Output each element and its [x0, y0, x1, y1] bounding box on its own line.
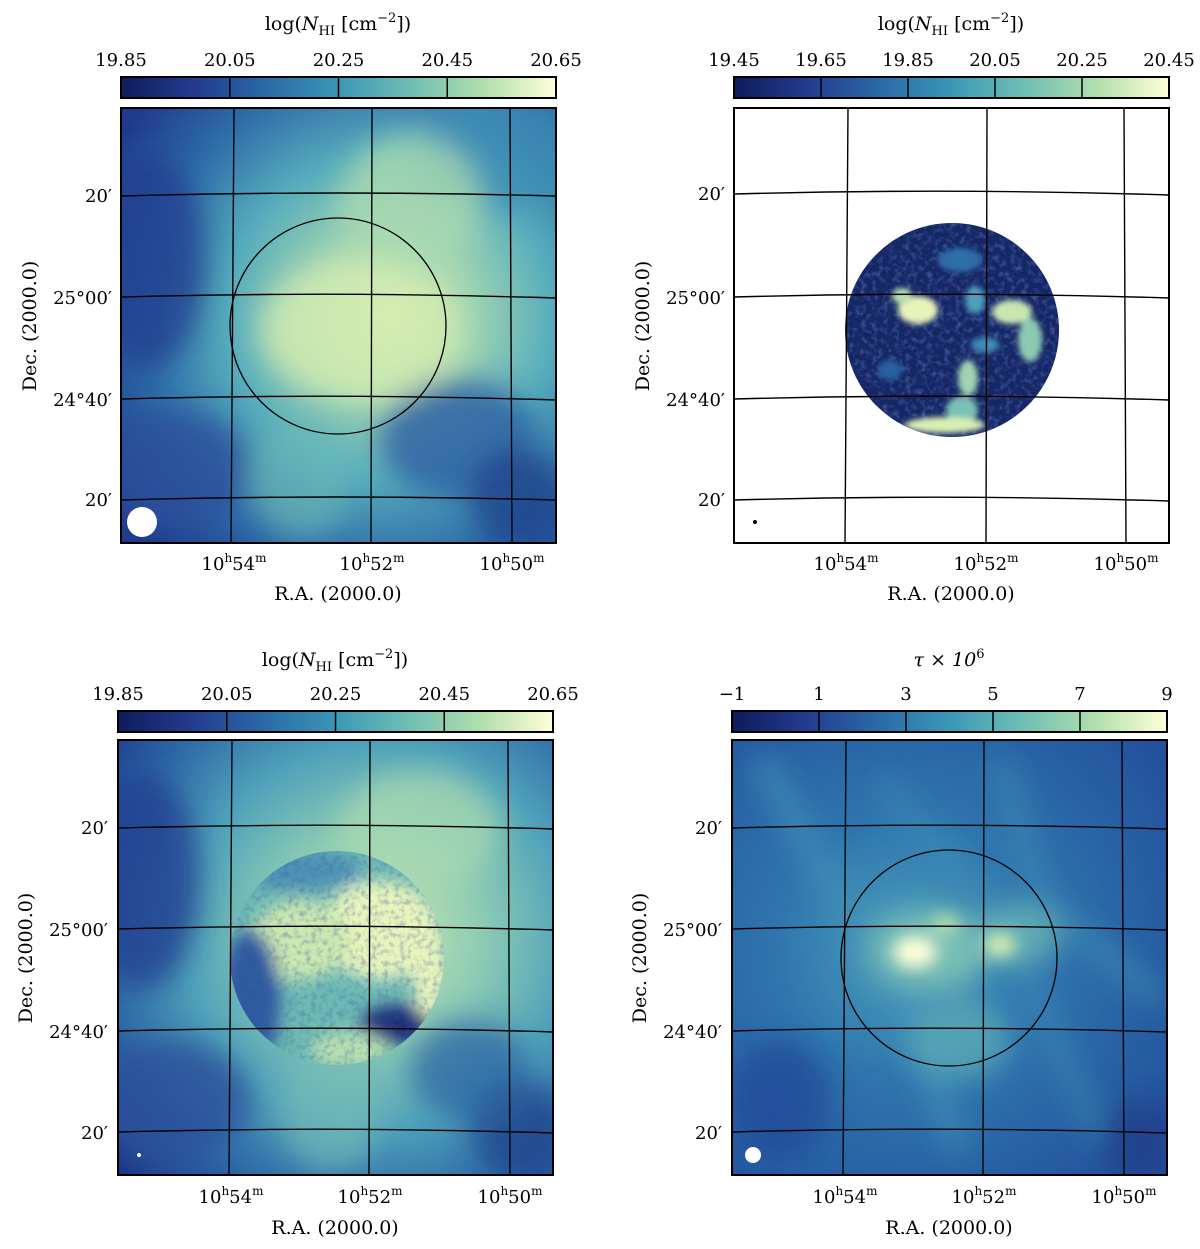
colorbar-title-4: τ × 106	[914, 647, 985, 671]
emission-clumps-2	[878, 248, 1042, 433]
y-axis-label-3: Dec. (2000.0)	[15, 893, 37, 1024]
colorbar-2: 19.45 19.65 19.85 20.05 20.25 20.45	[708, 50, 1195, 99]
dec-ticks-3: 20′ 25°00′ 24°40′ 20′	[49, 818, 108, 1144]
x-axis-label-2: R.A. (2000.0)	[887, 583, 1014, 605]
ra-tick: 10h50m	[1094, 551, 1160, 575]
colorbar-tick-label: −1	[719, 684, 746, 705]
ra-tick: 10h54m	[199, 1184, 265, 1208]
colorbar-tick-label: 20.05	[204, 50, 256, 71]
panel-bottom-left: log(NHI [cm−2]) 19.85 20.05 20.25 20.45 20.6…	[15, 647, 579, 1239]
colorbar-tick-label: 3	[900, 684, 911, 705]
dec-tick: 20′	[698, 490, 725, 511]
dec-tick: 20′	[85, 186, 112, 207]
ra-ticks-3: 10h54m 10h52m 10h50m	[199, 1184, 544, 1208]
ra-tick: 10h50m	[480, 551, 546, 575]
colorbar-3: 19.85 20.05 20.25 20.45 20.65	[92, 684, 579, 733]
ra-tick: 10h50m	[1092, 1184, 1158, 1208]
colorbar-tick-label: 20.65	[530, 50, 582, 71]
dec-tick: 24°40′	[663, 1022, 722, 1043]
y-axis-label-1: Dec. (2000.0)	[19, 261, 41, 392]
dec-tick: 24°40′	[49, 1022, 108, 1043]
colorbar-title-2: log(NHI [cm−2])	[878, 11, 1024, 39]
dec-tick: 25°00′	[663, 920, 722, 941]
emission-features-1	[121, 108, 556, 543]
ra-tick: 10h50m	[478, 1184, 544, 1208]
colorbar-gradient	[731, 710, 1168, 733]
colorbar-tick-label: 19.85	[882, 50, 934, 71]
beam-marker-3	[137, 1153, 141, 1157]
colorbar-tick-label: 9	[1161, 684, 1172, 705]
colorbar-tick-label: 20.45	[1143, 50, 1195, 71]
dec-tick: 20′	[81, 1123, 108, 1144]
colorbar-tick-label: 1	[813, 684, 824, 705]
ra-tick: 10h54m	[202, 551, 268, 575]
colorbar-tick-label: 20.25	[310, 684, 362, 705]
y-axis-label-4: Dec. (2000.0)	[629, 893, 651, 1024]
colorbar-tick-label: 20.45	[421, 50, 473, 71]
colorbar-tick-label: 20.25	[1056, 50, 1108, 71]
coordinate-grid-1	[121, 108, 556, 543]
colorbar-tick-label: 20.45	[418, 684, 470, 705]
x-axis-label-1: R.A. (2000.0)	[274, 583, 401, 605]
dec-ticks-1: 20′ 25°00′ 24°40′ 20′	[53, 186, 112, 511]
coordinate-grid-4	[732, 740, 1167, 1175]
coordinate-grid-2	[734, 108, 1169, 543]
ra-tick: 10h52m	[954, 551, 1020, 575]
ra-tick: 10h52m	[340, 551, 406, 575]
ra-tick: 10h52m	[338, 1184, 404, 1208]
heatmap-2	[845, 223, 1059, 437]
colorbar-tick-label: 19.65	[795, 50, 847, 71]
dec-tick: 24°40′	[666, 390, 725, 411]
dec-tick: 24°40′	[53, 390, 112, 411]
colorbar-tick-label: 7	[1074, 684, 1085, 705]
dec-tick: 25°00′	[49, 920, 108, 941]
primary-beam-circle-1	[229, 217, 447, 435]
colorbar-tick-label: 20.65	[527, 684, 579, 705]
colorbar-tick-label: 20.05	[201, 684, 253, 705]
dec-tick: 20′	[695, 1123, 722, 1144]
colorbar-title-1: log(NHI [cm−2])	[265, 11, 411, 39]
beam-marker-4	[745, 1147, 761, 1163]
dec-tick: 20′	[85, 490, 112, 511]
primary-beam-circle-4	[840, 849, 1058, 1067]
colorbar-tick-label: 19.45	[708, 50, 760, 71]
beam-marker-1	[127, 507, 157, 537]
x-axis-label-4: R.A. (2000.0)	[885, 1217, 1012, 1239]
dec-tick: 25°00′	[53, 288, 112, 309]
ra-tick: 10h54m	[813, 1184, 879, 1208]
beam-marker-2	[753, 520, 757, 524]
colorbar-1: 19.85 20.05 20.25 20.45 20.65	[95, 50, 582, 99]
dec-tick: 25°00′	[666, 288, 725, 309]
dec-ticks-2: 20′ 25°00′ 24°40′ 20′	[666, 184, 725, 511]
colorbar-4: −1 1 3 5 7 9	[719, 684, 1173, 733]
ra-tick: 10h54m	[814, 551, 880, 575]
dec-tick: 20′	[698, 184, 725, 205]
colorbar-gradient	[733, 76, 1170, 99]
colorbar-tick-label: 19.85	[95, 50, 147, 71]
colorbar-tick-label: 20.05	[969, 50, 1021, 71]
dec-tick: 20′	[695, 818, 722, 839]
x-axis-label-3: R.A. (2000.0)	[271, 1217, 398, 1239]
panel-top-right: log(NHI [cm−2]) 19.45 19.65 19.85 20.05 20.2…	[632, 11, 1195, 605]
ra-ticks-2: 10h54m 10h52m 10h50m	[814, 551, 1160, 575]
heatmap-4	[732, 740, 1167, 1175]
ra-ticks-4: 10h54m 10h52m 10h50m	[813, 1184, 1158, 1208]
heatmap-1	[121, 108, 556, 543]
coordinate-grid-3	[118, 740, 553, 1175]
dec-ticks-4: 20′ 25°00′ 24°40′ 20′	[663, 818, 722, 1144]
colorbar-tick-label: 19.85	[92, 684, 144, 705]
dec-tick: 20′	[81, 818, 108, 839]
panel-top-left: log(NHI [cm−2]) 19.85 20.05 20.25 20.45 20.6…	[19, 11, 582, 605]
panel-bottom-right: τ × 106 −1 1 3 5 7 9	[629, 647, 1173, 1239]
ra-ticks-1: 10h54m 10h52m 10h50m	[202, 551, 546, 575]
colorbar-title-3: log(NHI [cm−2])	[262, 647, 408, 675]
colorbar-tick-label: 20.25	[313, 50, 365, 71]
y-axis-label-2: Dec. (2000.0)	[632, 261, 654, 392]
colorbar-tick-label: 5	[987, 684, 998, 705]
ra-tick: 10h52m	[952, 1184, 1018, 1208]
